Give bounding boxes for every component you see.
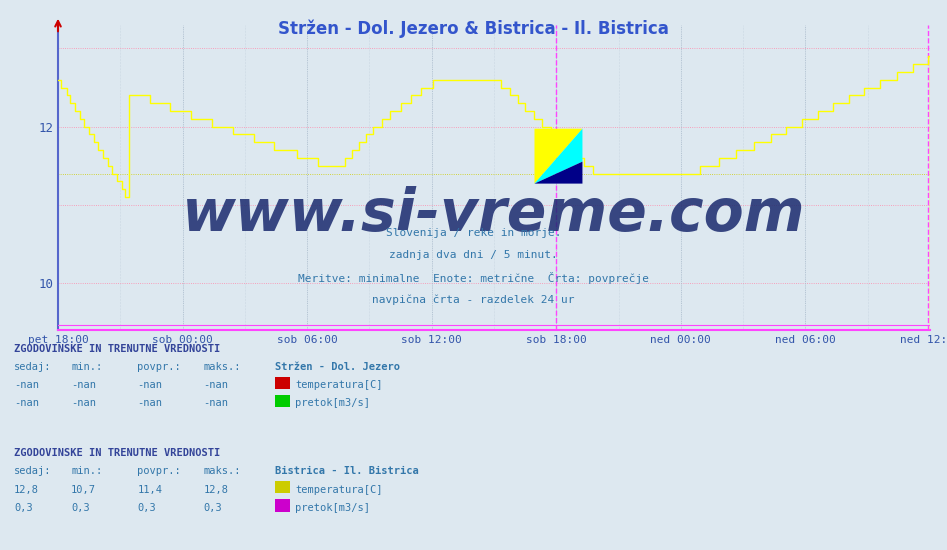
Text: navpična črta - razdelek 24 ur: navpična črta - razdelek 24 ur — [372, 294, 575, 305]
Text: povpr.:: povpr.: — [137, 362, 181, 372]
Text: 0,3: 0,3 — [137, 503, 156, 513]
Text: temperatura[C]: temperatura[C] — [295, 485, 383, 494]
Text: sedaj:: sedaj: — [14, 466, 52, 476]
Text: ZGODOVINSKE IN TRENUTNE VREDNOSTI: ZGODOVINSKE IN TRENUTNE VREDNOSTI — [14, 448, 221, 458]
Text: pretok[m3/s]: pretok[m3/s] — [295, 503, 370, 513]
Text: www.si-vreme.com: www.si-vreme.com — [182, 185, 806, 243]
Text: -nan: -nan — [71, 398, 96, 408]
Text: povpr.:: povpr.: — [137, 466, 181, 476]
Text: -nan: -nan — [204, 398, 228, 408]
Text: 10,7: 10,7 — [71, 485, 96, 494]
Text: -nan: -nan — [137, 398, 162, 408]
Text: 0,3: 0,3 — [71, 503, 90, 513]
Text: maks.:: maks.: — [204, 466, 241, 476]
Polygon shape — [534, 162, 582, 184]
Text: 0,3: 0,3 — [204, 503, 223, 513]
Text: Meritve: minimalne  Enote: metrične  Črta: povprečje: Meritve: minimalne Enote: metrične Črta:… — [298, 272, 649, 284]
Text: Stržen - Dol. Jezero: Stržen - Dol. Jezero — [275, 362, 400, 372]
Text: zadnja dva dni / 5 minut.: zadnja dva dni / 5 minut. — [389, 250, 558, 260]
Polygon shape — [534, 129, 582, 184]
Text: min.:: min.: — [71, 466, 102, 476]
Text: 12,8: 12,8 — [14, 485, 39, 494]
Text: -nan: -nan — [14, 398, 39, 408]
Text: temperatura[C]: temperatura[C] — [295, 380, 383, 390]
Text: min.:: min.: — [71, 362, 102, 372]
Text: pretok[m3/s]: pretok[m3/s] — [295, 398, 370, 408]
Text: 12,8: 12,8 — [204, 485, 228, 494]
Text: -nan: -nan — [14, 380, 39, 390]
Text: sedaj:: sedaj: — [14, 362, 52, 372]
Text: Bistrica - Il. Bistrica: Bistrica - Il. Bistrica — [275, 466, 419, 476]
Text: 11,4: 11,4 — [137, 485, 162, 494]
Text: -nan: -nan — [137, 380, 162, 390]
Text: -nan: -nan — [71, 380, 96, 390]
Text: 0,3: 0,3 — [14, 503, 33, 513]
Text: -nan: -nan — [204, 380, 228, 390]
Text: maks.:: maks.: — [204, 362, 241, 372]
Text: Stržen - Dol. Jezero & Bistrica - Il. Bistrica: Stržen - Dol. Jezero & Bistrica - Il. Bi… — [278, 19, 669, 38]
Text: ZGODOVINSKE IN TRENUTNE VREDNOSTI: ZGODOVINSKE IN TRENUTNE VREDNOSTI — [14, 344, 221, 354]
Polygon shape — [534, 129, 582, 184]
Text: Slovenija / reke in morje.: Slovenija / reke in morje. — [385, 228, 562, 238]
